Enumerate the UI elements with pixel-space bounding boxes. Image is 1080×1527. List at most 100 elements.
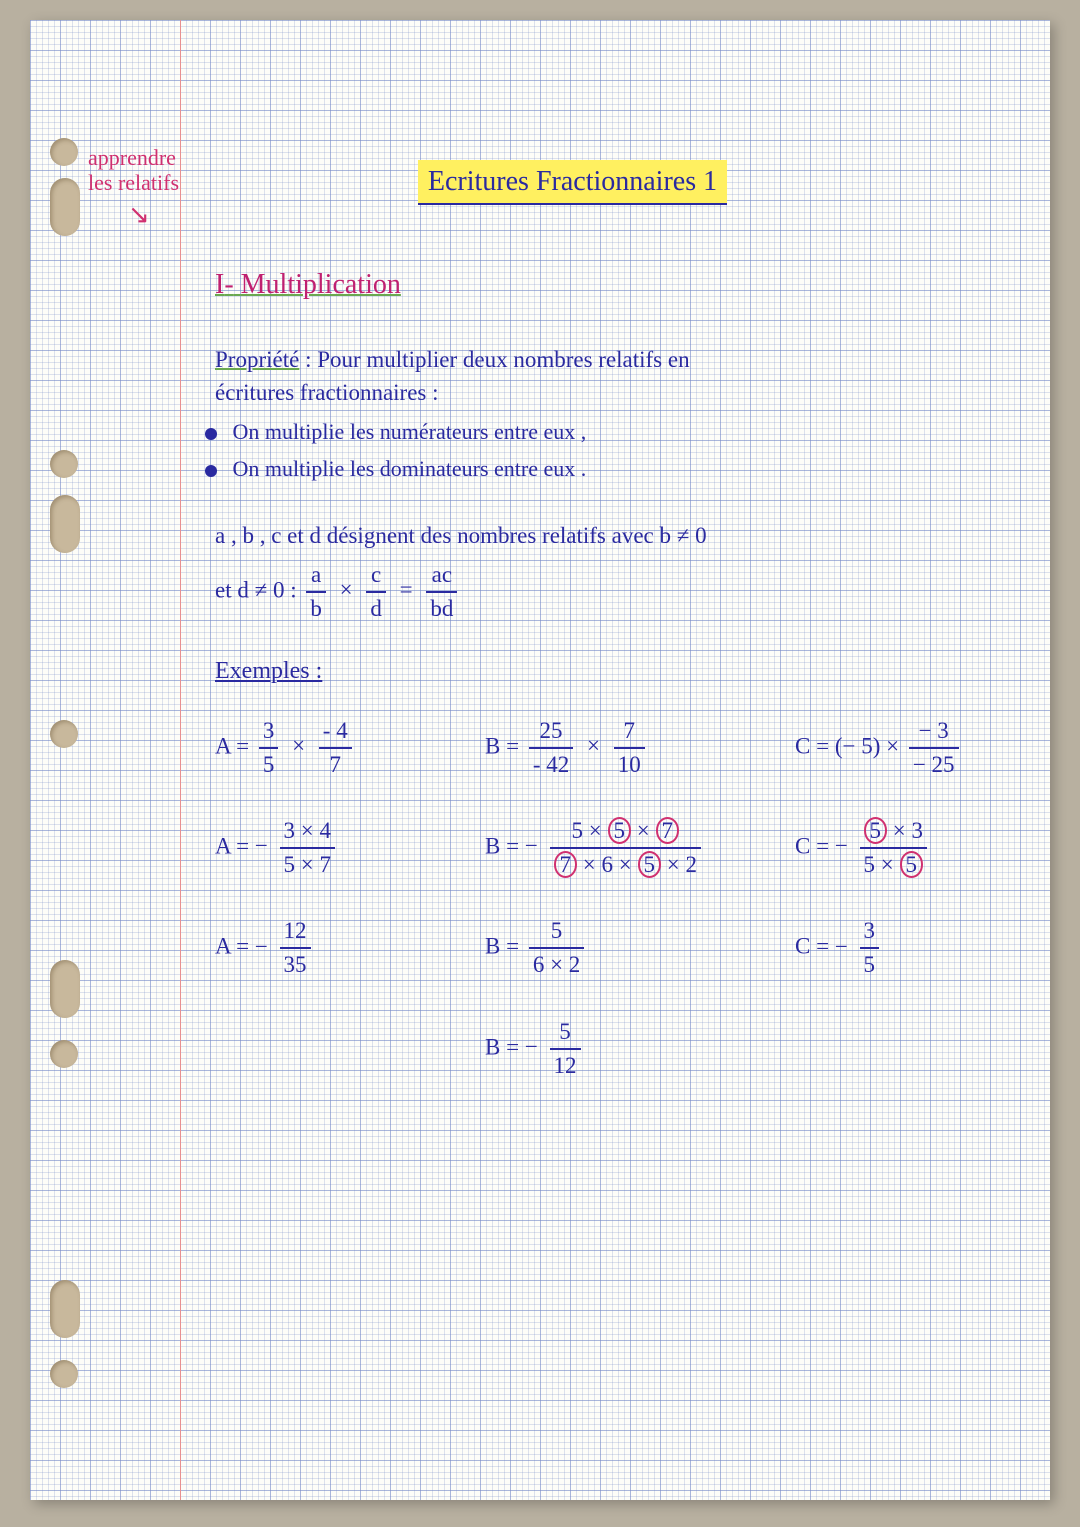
numerator: 5 bbox=[550, 1016, 581, 1050]
example-A-step2: A = − 3 × 4 5 × 7 bbox=[215, 815, 475, 881]
fraction: - 4 7 bbox=[319, 715, 352, 781]
part: × 3 bbox=[893, 818, 923, 843]
examples-grid: A = 3 5 × - 4 7 B = 25 - 42 × bbox=[215, 715, 1020, 1083]
example-A-step1: A = 3 5 × - 4 7 bbox=[215, 715, 475, 781]
circled-factor: 7 bbox=[656, 817, 680, 844]
denominator: 7 × 6 × 5 × 2 bbox=[550, 849, 701, 881]
punch-hole bbox=[50, 1040, 78, 1068]
propriete-text-1: Pour multiplier deux nombres relatifs en bbox=[317, 347, 689, 372]
denominator: 7 bbox=[319, 749, 352, 781]
denominator: - 42 bbox=[529, 749, 573, 781]
lhs: B = bbox=[485, 733, 519, 758]
example-A-step3: A = − 12 35 bbox=[215, 915, 475, 981]
punch-hole bbox=[50, 138, 78, 166]
empty-cell bbox=[795, 1016, 1015, 1082]
numerator: c bbox=[366, 559, 386, 593]
punch-hole bbox=[50, 960, 80, 1018]
numerator: 5 × 3 bbox=[860, 815, 927, 849]
symbolic-definition: a , b , c et d désignent des nombres rel… bbox=[215, 520, 1020, 625]
numerator: a bbox=[306, 559, 326, 593]
denominator: 5 × 5 bbox=[860, 849, 927, 881]
lhs: C = bbox=[795, 733, 829, 758]
example-B-step4: B = − 5 12 bbox=[485, 1016, 785, 1082]
denominator: 35 bbox=[280, 949, 311, 981]
part: × 6 × bbox=[583, 852, 632, 877]
numerator: 3 × 4 bbox=[280, 815, 335, 849]
circled-factor: 5 bbox=[638, 851, 662, 878]
minus: − bbox=[255, 934, 268, 959]
numerator: 3 bbox=[259, 715, 279, 749]
denominator: b bbox=[306, 593, 326, 625]
numerator: ac bbox=[426, 559, 457, 593]
fraction: 5 × 5 × 7 7 × 6 × 5 × 2 bbox=[550, 815, 701, 881]
bullet-icon bbox=[205, 465, 217, 477]
fraction-ac-bd: ac bd bbox=[426, 559, 457, 625]
fraction: 3 × 4 5 × 7 bbox=[280, 815, 335, 881]
circled-factor: 5 bbox=[608, 817, 632, 844]
bullet-icon bbox=[205, 428, 217, 440]
punch-hole bbox=[50, 450, 78, 478]
numerator: 12 bbox=[280, 915, 311, 949]
page-title: Ecritures Fractionnaires 1 bbox=[418, 160, 727, 205]
denominator: 10 bbox=[614, 749, 645, 781]
title-wrap: Ecritures Fractionnaires 1 bbox=[125, 160, 1020, 205]
fraction: 25 - 42 bbox=[529, 715, 573, 781]
example-C-step1: C = (− 5) × − 3 − 25 bbox=[795, 715, 1015, 781]
bullet-list: On multiplie les numérateurs entre eux ,… bbox=[205, 417, 1020, 485]
bullet-text-1: On multiplie les numérateurs entre eux , bbox=[233, 419, 587, 444]
denominator: 5 bbox=[259, 749, 279, 781]
paper-sheet: apprendre les relatifs ↘ Ecritures Fract… bbox=[30, 20, 1050, 1500]
symbolic-line1: a , b , c et d désignent des nombres rel… bbox=[215, 520, 1020, 552]
times-symbol: × bbox=[288, 733, 309, 758]
colon: : bbox=[305, 347, 311, 372]
denominator: 5 bbox=[860, 949, 880, 981]
minus: − bbox=[255, 833, 268, 858]
bullet-row: On multiplie les numérateurs entre eux , bbox=[205, 417, 1020, 448]
minus: − bbox=[525, 1034, 538, 1059]
part: × bbox=[637, 818, 650, 843]
part: × 2 bbox=[667, 852, 697, 877]
punch-hole bbox=[50, 1360, 78, 1388]
numerator: 25 bbox=[529, 715, 573, 749]
equals-symbol: = bbox=[396, 577, 417, 602]
lhs: B = bbox=[485, 1034, 519, 1059]
examples-label: Exemples : bbox=[215, 655, 1020, 689]
lhs: C = bbox=[795, 934, 829, 959]
numerator: − 3 bbox=[909, 715, 959, 749]
numerator: 5 bbox=[529, 915, 584, 949]
fraction: 5 6 × 2 bbox=[529, 915, 584, 981]
part: 5 × bbox=[864, 852, 894, 877]
propriete-text-2: écritures fractionnaires : bbox=[215, 380, 439, 405]
denominator: 6 × 2 bbox=[529, 949, 584, 981]
circled-factor: 7 bbox=[554, 851, 578, 878]
minus: − bbox=[525, 833, 538, 858]
empty-cell bbox=[215, 1016, 475, 1082]
fraction: 5 12 bbox=[550, 1016, 581, 1082]
part: 5 × bbox=[572, 818, 602, 843]
lhs: B = bbox=[485, 833, 519, 858]
numerator: 3 bbox=[860, 915, 880, 949]
punch-hole bbox=[50, 1280, 80, 1338]
example-C-step3: C = − 3 5 bbox=[795, 915, 1015, 981]
times-symbol: × bbox=[583, 733, 604, 758]
denominator: d bbox=[366, 593, 386, 625]
lhs: A = bbox=[215, 934, 249, 959]
fraction: 5 × 3 5 × 5 bbox=[860, 815, 927, 881]
lhs: A = bbox=[215, 833, 249, 858]
symbolic-line2: et d ≠ 0 : a b × c d = ac bd bbox=[215, 559, 1020, 625]
fraction: − 3 − 25 bbox=[909, 715, 959, 781]
punch-hole bbox=[50, 178, 80, 236]
lhs: A = bbox=[215, 733, 249, 758]
bullet-row: On multiplie les dominateurs entre eux . bbox=[205, 454, 1020, 485]
minus: − bbox=[835, 833, 848, 858]
fraction: 3 5 bbox=[860, 915, 880, 981]
fraction: 7 10 bbox=[614, 715, 645, 781]
propriete-paragraph: Propriété : Pour multiplier deux nombres… bbox=[215, 344, 1010, 408]
propriete-label: Propriété bbox=[215, 347, 299, 372]
fraction-c-d: c d bbox=[366, 559, 386, 625]
numerator: 7 bbox=[614, 715, 645, 749]
section-heading: I- Multiplication bbox=[215, 265, 1020, 304]
denominator: 5 × 7 bbox=[280, 849, 335, 881]
circled-factor: 5 bbox=[900, 851, 924, 878]
times-symbol: × bbox=[336, 577, 357, 602]
